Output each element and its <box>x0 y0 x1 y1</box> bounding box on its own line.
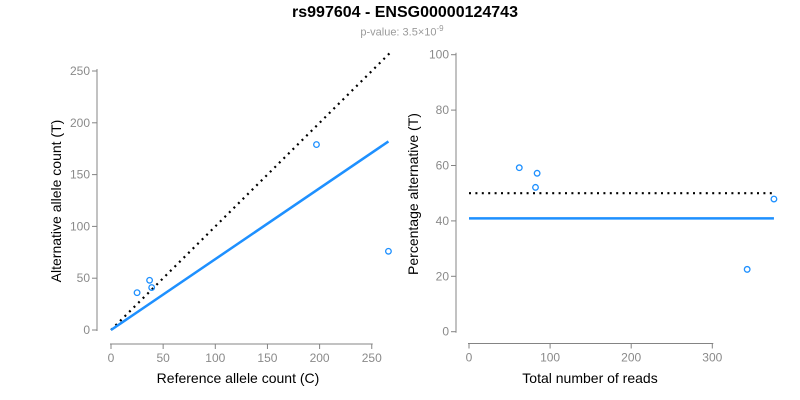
left-y-axis-label: Alternative allele count (T) <box>48 119 64 283</box>
data-point <box>146 276 154 284</box>
x-tick-label: 150 <box>257 351 277 365</box>
x-tick-label: 100 <box>540 351 560 365</box>
figure-subtitle: p-value: 3.5×10-9 <box>2 24 800 39</box>
y-tick-label: 250 <box>70 64 90 78</box>
data-point <box>133 289 141 297</box>
identity-line <box>110 52 391 331</box>
y-tick-label: 50 <box>77 271 91 285</box>
left-x-axis-label: Reference allele count (C) <box>156 370 320 386</box>
data-point <box>313 141 320 149</box>
y-tick-label: 150 <box>70 168 90 182</box>
data-point <box>533 169 541 177</box>
right-plot: 0 20 40 60 80 100 0 100 200 300 <box>429 48 778 365</box>
y-tick-label: 60 <box>436 159 450 173</box>
left-plot: 0 50 100 150 200 250 0 50 100 150 200 250 <box>70 52 392 365</box>
y-tick-label: 0 <box>442 325 449 339</box>
x-tick-label: 250 <box>362 351 382 365</box>
data-point <box>770 195 778 203</box>
y-tick-label: 20 <box>436 269 450 283</box>
x-tick-label: 50 <box>156 351 170 365</box>
x-tick-label: 200 <box>621 351 641 365</box>
data-point <box>384 247 392 255</box>
p-value-text: p-value: 3.5×10 <box>360 26 437 39</box>
y-tick-label: 40 <box>436 214 450 228</box>
x-tick-label: 300 <box>702 351 722 365</box>
right-y-axis-label: Percentage alternative (T) <box>405 113 421 275</box>
y-tick-label: 0 <box>83 323 90 337</box>
data-point <box>515 164 523 172</box>
y-tick-label: 100 <box>70 219 90 233</box>
data-point <box>743 265 751 273</box>
y-tick-label: 80 <box>436 103 450 117</box>
data-point <box>148 284 156 291</box>
figure-title: rs997604 - ENSG00000124743 <box>292 4 518 21</box>
fitted-ratio-line <box>110 140 390 332</box>
y-tick-label: 100 <box>429 48 449 62</box>
p-value-exponent: -9 <box>436 24 444 33</box>
x-tick-label: 100 <box>205 351 225 365</box>
x-tick-label: 0 <box>466 351 473 365</box>
y-tick-label: 200 <box>70 116 90 130</box>
data-point <box>532 183 539 191</box>
right-x-axis-label: Total number of reads <box>522 370 658 386</box>
x-tick-label: 0 <box>108 351 115 365</box>
x-tick-label: 200 <box>310 351 330 365</box>
